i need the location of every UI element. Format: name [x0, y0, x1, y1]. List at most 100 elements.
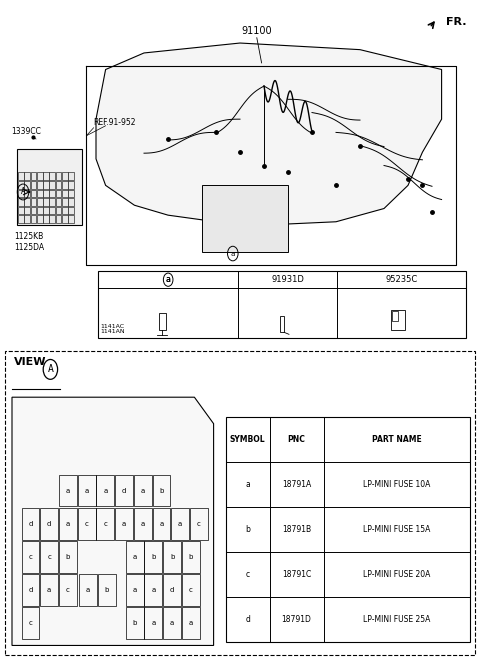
Bar: [37, 181, 43, 189]
Bar: [391, 310, 405, 330]
Bar: [43, 189, 49, 197]
Bar: [62, 172, 68, 180]
PathPatch shape: [96, 43, 442, 225]
Bar: [24, 172, 30, 180]
Bar: [79, 574, 97, 606]
Bar: [56, 215, 61, 223]
Bar: [49, 198, 55, 206]
Bar: [22, 574, 39, 606]
Text: a: a: [132, 587, 137, 593]
Bar: [37, 207, 43, 214]
Bar: [226, 417, 470, 642]
Text: PART NAME: PART NAME: [372, 435, 422, 444]
Bar: [56, 181, 61, 189]
Bar: [163, 607, 181, 639]
Text: d: d: [122, 487, 126, 494]
Text: 1125KB
1125DA: 1125KB 1125DA: [14, 232, 44, 252]
Bar: [31, 181, 36, 189]
Bar: [24, 181, 30, 189]
Bar: [22, 508, 39, 540]
Bar: [126, 541, 144, 573]
Bar: [18, 207, 24, 214]
Bar: [134, 508, 152, 540]
Bar: [68, 172, 74, 180]
Text: c: c: [189, 587, 193, 593]
Bar: [18, 189, 24, 197]
Bar: [43, 198, 49, 206]
Bar: [49, 207, 55, 214]
Text: c: c: [103, 520, 108, 527]
Bar: [37, 189, 43, 197]
Bar: [22, 541, 39, 573]
Text: 1141AC
1141AN: 1141AC 1141AN: [101, 324, 125, 334]
Text: 18791A: 18791A: [282, 480, 311, 489]
Bar: [56, 189, 61, 197]
Bar: [126, 574, 144, 606]
Text: d: d: [245, 615, 250, 624]
Bar: [134, 475, 152, 506]
Text: 1339CC: 1339CC: [12, 126, 41, 136]
Bar: [40, 574, 58, 606]
Bar: [22, 607, 39, 639]
Bar: [24, 215, 30, 223]
Bar: [62, 189, 68, 197]
Text: b: b: [151, 553, 156, 560]
Bar: [56, 172, 61, 180]
Bar: [18, 215, 24, 223]
Text: c: c: [28, 620, 33, 626]
Bar: [56, 207, 61, 214]
Bar: [24, 189, 30, 197]
Bar: [144, 574, 162, 606]
Bar: [62, 207, 68, 214]
Text: a: a: [66, 487, 70, 494]
PathPatch shape: [12, 397, 214, 645]
Bar: [31, 215, 36, 223]
Text: b: b: [159, 487, 164, 494]
Text: a: a: [103, 487, 108, 494]
Bar: [115, 475, 133, 506]
Text: b: b: [132, 620, 137, 626]
Text: 18791D: 18791D: [282, 615, 312, 624]
Bar: [126, 607, 144, 639]
Text: LP-MINI FUSE 20A: LP-MINI FUSE 20A: [363, 570, 431, 579]
Bar: [96, 508, 114, 540]
Bar: [37, 198, 43, 206]
Text: a: a: [170, 620, 174, 626]
Text: c: c: [66, 587, 70, 593]
Bar: [18, 181, 24, 189]
Text: REF.91-952: REF.91-952: [94, 118, 136, 127]
Text: a: a: [84, 487, 89, 494]
Bar: [153, 475, 170, 506]
Text: a: a: [141, 520, 145, 527]
Bar: [31, 198, 36, 206]
Bar: [59, 475, 77, 506]
Bar: [43, 181, 49, 189]
Bar: [62, 215, 68, 223]
Bar: [40, 508, 58, 540]
Text: LP-MINI FUSE 15A: LP-MINI FUSE 15A: [363, 525, 431, 534]
Bar: [182, 574, 200, 606]
Text: a: a: [122, 520, 126, 527]
Bar: [171, 508, 189, 540]
Text: 91931D: 91931D: [271, 275, 304, 284]
Text: a: a: [47, 587, 51, 593]
Text: a: a: [132, 553, 137, 560]
Bar: [153, 508, 170, 540]
Bar: [24, 198, 30, 206]
Text: a: a: [86, 587, 90, 593]
Bar: [37, 172, 43, 180]
Bar: [182, 541, 200, 573]
Bar: [280, 316, 284, 332]
Text: a: a: [189, 620, 193, 626]
Bar: [59, 508, 77, 540]
Text: b: b: [105, 587, 109, 593]
Text: PNC: PNC: [288, 435, 306, 444]
Bar: [49, 181, 55, 189]
Text: a: a: [245, 480, 250, 489]
Text: c: c: [197, 520, 201, 527]
Bar: [62, 181, 68, 189]
Text: d: d: [28, 520, 33, 527]
Text: a: a: [151, 620, 156, 626]
Bar: [43, 207, 49, 214]
Bar: [43, 215, 49, 223]
